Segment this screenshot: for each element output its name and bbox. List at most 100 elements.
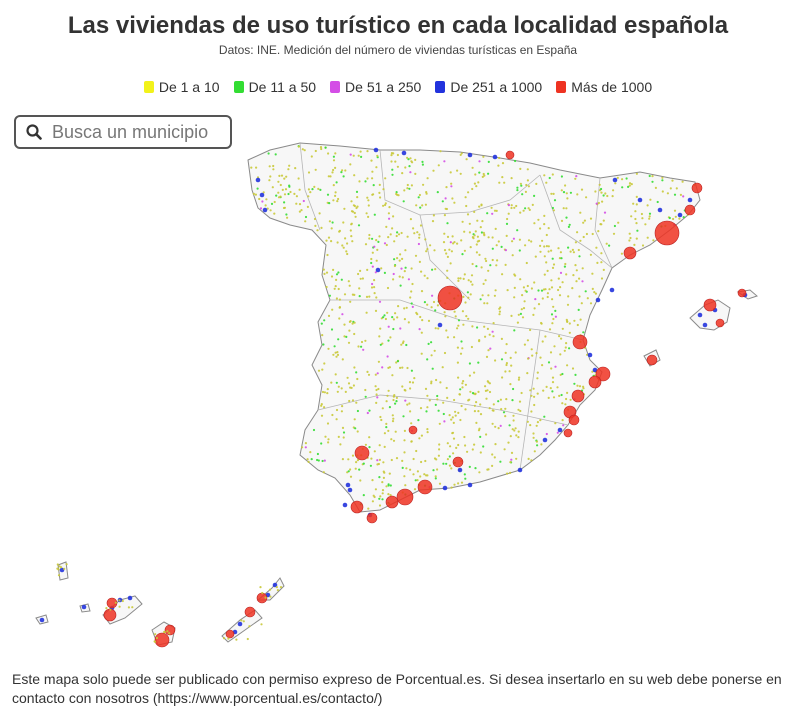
municipality-dot[interactable] xyxy=(523,300,526,303)
municipality-dot[interactable] xyxy=(549,351,553,354)
municipality-dot[interactable] xyxy=(511,399,514,402)
municipality-dot[interactable] xyxy=(322,471,325,474)
municipality-dot[interactable] xyxy=(357,272,360,276)
municipality-dot[interactable] xyxy=(395,192,398,196)
municipality-dot[interactable] xyxy=(503,181,506,184)
municipality-dot[interactable] xyxy=(374,271,377,274)
municipality-dot[interactable] xyxy=(387,339,390,342)
municipality-dot[interactable] xyxy=(494,289,497,292)
municipality-dot[interactable] xyxy=(450,182,453,185)
municipality-dot[interactable] xyxy=(392,327,395,331)
municipality-dot[interactable] xyxy=(580,188,584,191)
municipality-dot[interactable] xyxy=(470,345,473,349)
municipality-dot[interactable] xyxy=(417,196,420,199)
municipality-dot[interactable] xyxy=(346,242,349,245)
municipality-dot[interactable] xyxy=(392,152,395,155)
municipality-dot[interactable] xyxy=(359,150,362,153)
municipality-dot[interactable] xyxy=(620,252,624,255)
municipality-dot[interactable] xyxy=(375,239,378,242)
municipality-dot[interactable] xyxy=(310,155,313,158)
municipality-dot[interactable] xyxy=(295,202,298,205)
municipality-dot[interactable] xyxy=(409,296,412,299)
municipality-dot[interactable] xyxy=(402,415,405,418)
municipality-dot[interactable] xyxy=(533,395,536,398)
municipality-dot[interactable] xyxy=(621,178,624,181)
municipality-dot[interactable] xyxy=(438,443,441,446)
municipality-dot[interactable] xyxy=(278,174,281,177)
municipality-dot[interactable] xyxy=(335,278,338,281)
municipality-dot[interactable] xyxy=(131,606,134,609)
municipality-dot[interactable] xyxy=(356,430,359,433)
municipality-dot[interactable] xyxy=(275,194,278,197)
municipality-dot[interactable] xyxy=(420,290,424,293)
municipality-dot[interactable] xyxy=(646,204,649,207)
municipality-dot-red[interactable] xyxy=(646,354,658,366)
municipality-dot[interactable] xyxy=(321,390,325,394)
municipality-dot[interactable] xyxy=(551,390,554,393)
municipality-dot[interactable] xyxy=(317,187,320,190)
municipality-dot[interactable] xyxy=(365,212,368,215)
municipality-dot[interactable] xyxy=(491,247,494,250)
municipality-dot[interactable] xyxy=(335,408,339,412)
municipality-dot[interactable] xyxy=(561,419,564,422)
municipality-dot[interactable] xyxy=(567,295,570,298)
municipality-dot[interactable] xyxy=(386,355,389,358)
municipality-dot[interactable] xyxy=(242,620,245,623)
municipality-dot[interactable] xyxy=(445,462,448,465)
municipality-dot[interactable] xyxy=(382,470,385,473)
municipality-dot[interactable] xyxy=(341,169,344,172)
municipality-dot[interactable] xyxy=(413,232,416,235)
municipality-dot[interactable] xyxy=(450,418,453,421)
municipality-dot[interactable] xyxy=(390,458,393,462)
municipality-dot[interactable] xyxy=(544,335,547,338)
municipality-dot[interactable] xyxy=(546,295,549,299)
municipality-dot[interactable] xyxy=(478,160,481,163)
municipality-dot[interactable] xyxy=(155,636,158,640)
municipality-dot[interactable] xyxy=(547,227,550,230)
municipality-dot[interactable] xyxy=(414,172,417,175)
municipality-dot[interactable] xyxy=(325,239,328,242)
municipality-dot[interactable] xyxy=(515,434,518,437)
municipality-dot[interactable] xyxy=(551,173,554,176)
municipality-dot[interactable] xyxy=(378,300,382,303)
municipality-dot[interactable] xyxy=(582,385,585,388)
municipality-dot[interactable] xyxy=(548,328,552,331)
municipality-dot-blue[interactable] xyxy=(587,352,593,358)
municipality-dot[interactable] xyxy=(348,284,351,287)
municipality-dot[interactable] xyxy=(628,182,632,185)
municipality-dot[interactable] xyxy=(535,440,539,443)
municipality-dot[interactable] xyxy=(416,479,419,482)
municipality-dot[interactable] xyxy=(505,362,508,365)
municipality-dot[interactable] xyxy=(332,268,335,271)
municipality-dot[interactable] xyxy=(595,202,598,205)
municipality-dot[interactable] xyxy=(298,210,301,213)
municipality-dot[interactable] xyxy=(579,239,582,242)
municipality-dot[interactable] xyxy=(552,317,555,321)
municipality-dot[interactable] xyxy=(395,400,398,403)
municipality-dot[interactable] xyxy=(550,286,554,289)
municipality-dot[interactable] xyxy=(505,398,508,401)
municipality-dot[interactable] xyxy=(666,192,670,195)
municipality-dot[interactable] xyxy=(541,239,544,242)
municipality-dot[interactable] xyxy=(532,432,535,435)
municipality-dot[interactable] xyxy=(406,366,409,370)
municipality-dot[interactable] xyxy=(366,268,369,271)
municipality-dot[interactable] xyxy=(399,327,402,330)
municipality-dot[interactable] xyxy=(331,308,334,311)
municipality-dot[interactable] xyxy=(306,458,309,461)
municipality-dot[interactable] xyxy=(269,175,272,178)
municipality-dot[interactable] xyxy=(478,340,481,343)
municipality-dot[interactable] xyxy=(318,212,321,215)
municipality-dot[interactable] xyxy=(682,195,685,198)
municipality-dot[interactable] xyxy=(294,167,297,170)
municipality-dot[interactable] xyxy=(356,196,359,199)
municipality-dot[interactable] xyxy=(559,251,563,254)
municipality-dot[interactable] xyxy=(400,343,403,346)
municipality-dot[interactable] xyxy=(255,166,258,169)
municipality-dot[interactable] xyxy=(326,388,329,391)
municipality-dot[interactable] xyxy=(283,206,286,209)
municipality-dot[interactable] xyxy=(460,340,463,343)
municipality-dot[interactable] xyxy=(682,216,685,219)
municipality-dot[interactable] xyxy=(510,314,513,317)
municipality-dot[interactable] xyxy=(673,209,677,212)
